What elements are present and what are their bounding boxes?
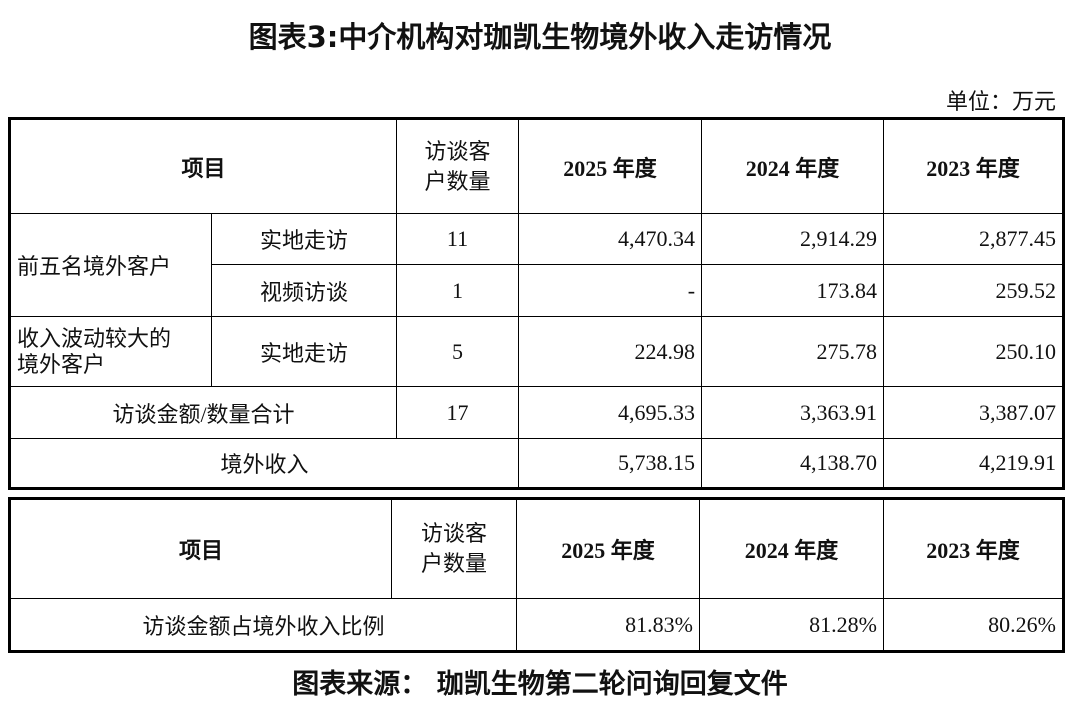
cell: 4,695.33 xyxy=(518,386,703,439)
header-text: 访谈客户数量 xyxy=(420,521,487,576)
unit: 单位：万元 xyxy=(945,89,1056,114)
header-cell: 2023 年度 xyxy=(883,498,1064,599)
group-text: 收入波动较大的境外客户 xyxy=(17,325,172,377)
header-cell: 2025 年度 xyxy=(518,118,703,214)
table-interviews: 项目 访谈客户数量 2025 年度 2024 年度 2023 年度 前五名境外客… xyxy=(8,117,1066,490)
cell: 境外收入 xyxy=(8,438,520,489)
cell: 259.52 xyxy=(883,264,1065,317)
group-cell: 前五名境外客户 xyxy=(9,213,212,317)
title: 图表3:中介机构对珈凯生物境外收入走访情况 xyxy=(248,20,832,54)
header-cell: 2024 年度 xyxy=(701,118,885,214)
header-cell: 2024 年度 xyxy=(699,498,884,599)
cell: 4,138.70 xyxy=(701,438,885,489)
cell: 2,877.45 xyxy=(883,213,1065,265)
cell: 视频访谈 xyxy=(210,264,398,317)
cell: - xyxy=(518,264,703,317)
source: 图表来源： 珈凯生物第二轮问询回复文件 xyxy=(292,669,788,700)
cell: 80.26% xyxy=(883,598,1064,652)
cell: 实地走访 xyxy=(210,213,398,265)
header-text: 访谈客户数量 xyxy=(424,138,491,194)
table-ratio: 项目 访谈客户数量 2025 年度 2024 年度 2023 年度 访谈金额占境… xyxy=(8,497,1065,653)
cell: 5,738.15 xyxy=(518,438,703,489)
cell: 5 xyxy=(396,316,520,387)
cell: 2,914.29 xyxy=(701,213,885,265)
cell: 访谈金额/数量合计 xyxy=(8,386,398,439)
cell: 4,470.34 xyxy=(518,213,703,265)
cell: 1 xyxy=(396,264,520,317)
cell: 3,363.91 xyxy=(701,386,885,439)
cell: 275.78 xyxy=(701,316,885,387)
header-cell: 访谈客户数量 xyxy=(396,118,520,214)
cell: 访谈金额占境外收入比例 xyxy=(9,598,517,652)
header-cell: 2025 年度 xyxy=(516,498,700,599)
cell: 4,219.91 xyxy=(883,438,1065,489)
header-cell: 2023 年度 xyxy=(883,118,1065,214)
cell: 3,387.07 xyxy=(883,386,1065,439)
header-cell: 访谈客户数量 xyxy=(391,498,517,599)
cell: 实地走访 xyxy=(210,316,398,387)
cell: 224.98 xyxy=(518,316,703,387)
header-cell: 项目 xyxy=(8,118,398,214)
cell: 250.10 xyxy=(883,316,1065,387)
group-cell: 收入波动较大的境外客户 xyxy=(9,316,212,387)
cell: 81.83% xyxy=(516,598,700,652)
cell: 17 xyxy=(396,386,520,439)
header-cell: 项目 xyxy=(9,498,392,599)
cell: 81.28% xyxy=(699,598,884,652)
cell: 11 xyxy=(396,213,520,265)
cell: 173.84 xyxy=(701,264,885,317)
